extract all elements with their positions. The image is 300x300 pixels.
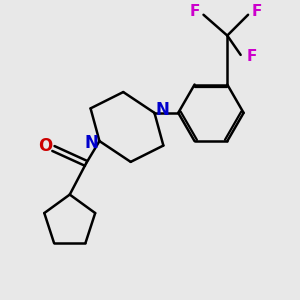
Text: N: N [156,101,170,119]
Text: F: F [252,4,262,19]
Text: F: F [247,49,257,64]
Text: F: F [189,4,200,19]
Text: N: N [84,134,98,152]
Text: O: O [38,137,52,155]
